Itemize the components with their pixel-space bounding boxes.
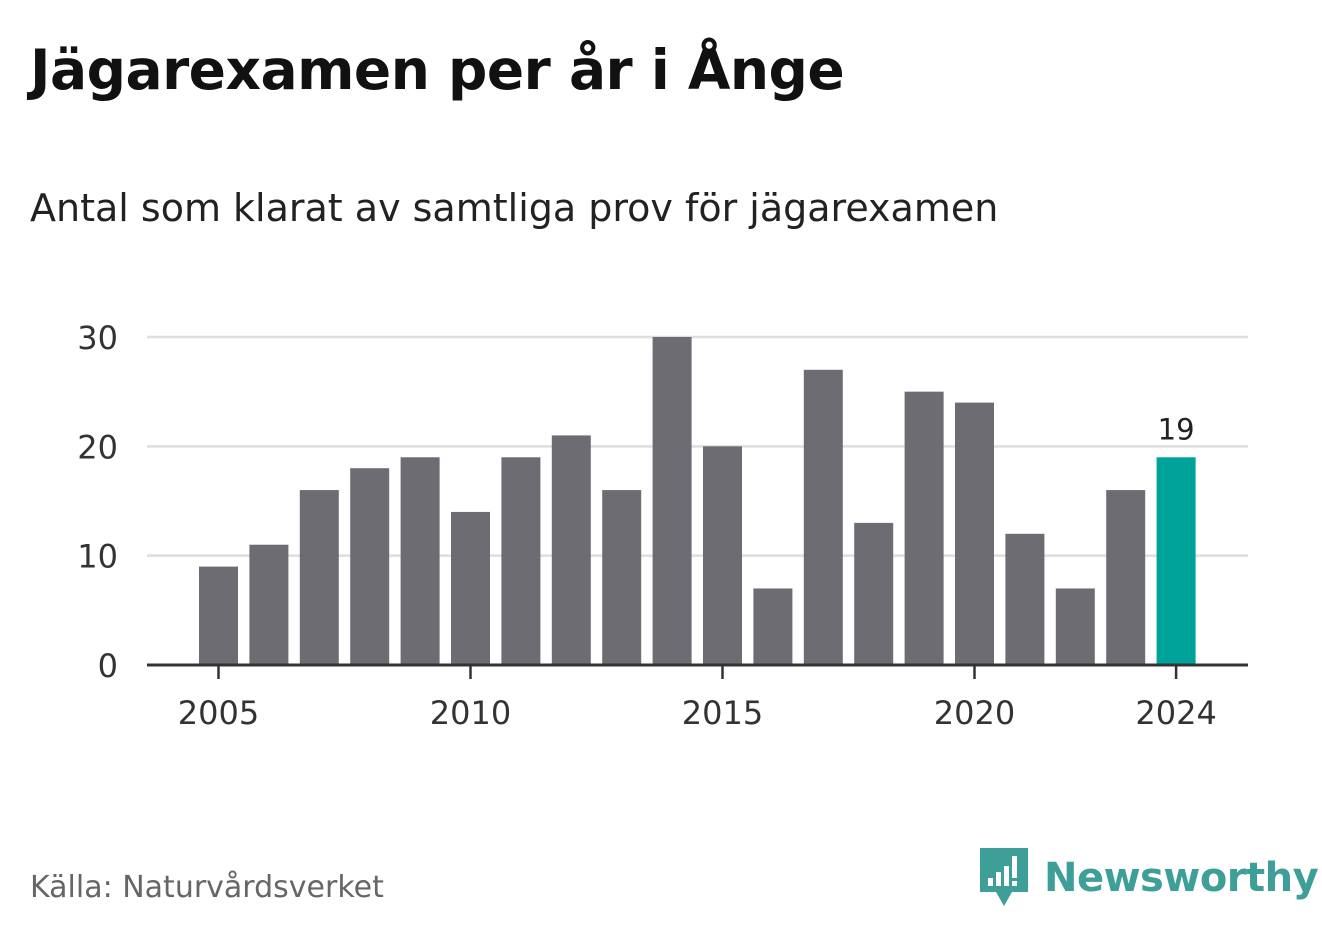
- newsworthy-logo-icon: [980, 848, 1028, 906]
- newsworthy-brand[interactable]: Newsworthy: [980, 848, 1319, 908]
- bar-2009: [400, 457, 440, 665]
- y-tick-label: 30: [77, 319, 118, 357]
- bar-2020: [955, 402, 994, 665]
- x-tick-label: 2024: [1135, 694, 1216, 732]
- bar-2023: [1106, 490, 1146, 665]
- x-tick-label: 2015: [682, 694, 763, 732]
- x-tick-label: 2010: [430, 694, 511, 732]
- bar-2018: [854, 522, 894, 665]
- brand-name: Newsworthy: [1044, 855, 1319, 901]
- bar-2014: [652, 337, 692, 665]
- x-tick-label: 2020: [934, 694, 1015, 732]
- bar-2016: [753, 588, 793, 665]
- chart-subtitle: Antal som klarat av samtliga prov för jä…: [30, 186, 999, 230]
- bar-2019: [904, 391, 944, 665]
- chart-title: Jägarexamen per år i Ånge: [30, 38, 845, 102]
- axes: [147, 663, 1248, 679]
- bar-2015: [703, 446, 742, 665]
- bar-2010: [451, 511, 490, 665]
- bars: [199, 337, 1196, 665]
- y-tick-label: 20: [77, 428, 118, 466]
- bar-2017: [803, 369, 843, 665]
- data-label-2024: 19: [1158, 412, 1195, 446]
- bar-2024: [1156, 457, 1196, 665]
- y-tick-label: 0: [98, 647, 118, 685]
- bar-2021: [1005, 533, 1045, 665]
- bar-2008: [350, 468, 390, 665]
- bar-2007: [299, 490, 339, 665]
- x-tick-label: 2005: [178, 694, 259, 732]
- bar-2005: [199, 566, 238, 665]
- y-tick-label: 10: [77, 538, 118, 576]
- bar-2013: [602, 490, 642, 665]
- bar-2011: [501, 457, 541, 665]
- bar-2006: [249, 544, 289, 665]
- bar-2012: [551, 435, 591, 665]
- source-note: Källa: Naturvårdsverket: [30, 870, 384, 905]
- labels: 0 10 20 30 2005 2010 2015 2020 2024 19: [77, 319, 1217, 732]
- bar-2022: [1055, 588, 1095, 665]
